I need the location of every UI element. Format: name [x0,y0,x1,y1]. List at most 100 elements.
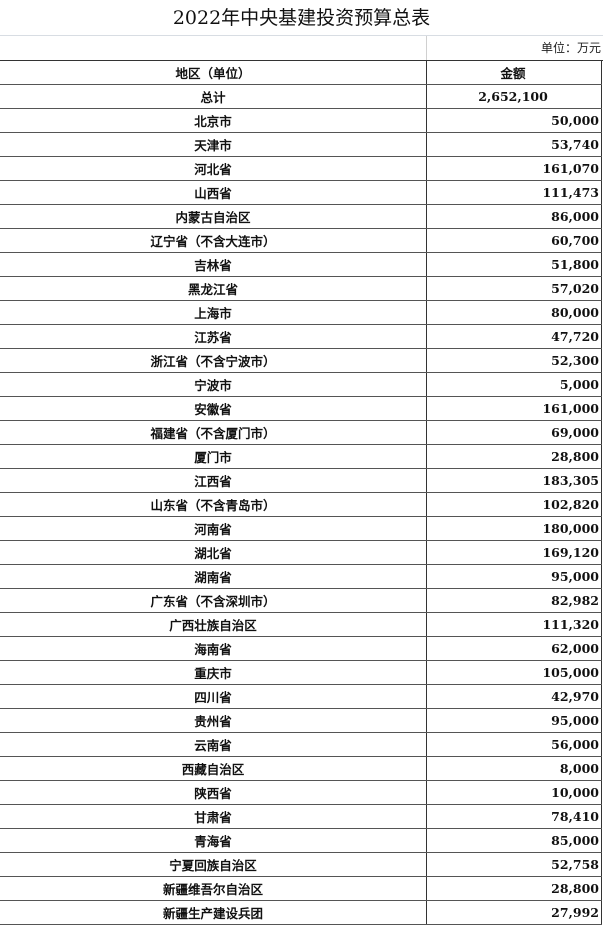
amount-cell: 60,700 [426,228,602,253]
region-cell: 山东省（不含青岛市） [0,492,427,517]
amount-cell: 111,473 [426,180,602,205]
table-row: 河南省 180,000 [0,516,602,541]
amount-cell: 183,305 [426,468,602,493]
unit-row-blank [0,36,427,60]
amount-cell: 111,320 [426,612,602,637]
amount-cell: 85,000 [426,828,602,853]
region-cell: 湖北省 [0,540,427,565]
region-cell: 甘肃省 [0,804,427,829]
table-row: 新疆维吾尔自治区 28,800 [0,876,602,901]
unit-label: 单位：万元 [540,41,601,55]
amount-cell: 56,000 [426,732,602,757]
amount-cell: 27,992 [426,900,602,925]
header-region: 地区（单位） [0,61,427,85]
budget-table: 地区（单位） 金额 总计 2,652,100 北京市 50,000 天津市 53,74… [0,61,602,925]
table-row: 宁夏回族自治区 52,758 [0,852,602,877]
total-label: 总计 [0,84,427,109]
amount-cell: 28,800 [426,444,602,469]
region-cell: 河南省 [0,516,427,541]
region-cell: 湖南省 [0,564,427,589]
amount-cell: 62,000 [426,636,602,661]
table-row: 重庆市 105,000 [0,660,602,685]
amount-cell: 80,000 [426,300,602,325]
table-row: 广东省（不含深圳市） 82,982 [0,588,602,613]
table-row: 海南省 62,000 [0,636,602,661]
amount-cell: 28,800 [426,876,602,901]
amount-cell: 10,000 [426,780,602,805]
region-cell: 广东省（不含深圳市） [0,588,427,613]
table-row: 吉林省 51,800 [0,252,602,277]
table-row: 新疆生产建设兵团 27,992 [0,900,602,925]
region-cell: 宁波市 [0,372,427,397]
amount-cell: 161,070 [426,156,602,181]
table-row: 天津市 53,740 [0,132,602,157]
amount-cell: 95,000 [426,708,602,733]
amount-cell: 78,410 [426,804,602,829]
amount-cell: 50,000 [426,108,602,133]
region-cell: 新疆生产建设兵团 [0,900,427,925]
table-row: 甘肃省 78,410 [0,804,602,829]
table-row: 宁波市 5,000 [0,372,602,397]
table-row: 上海市 80,000 [0,300,602,325]
region-cell: 西藏自治区 [0,756,427,781]
table-row: 四川省 42,970 [0,684,602,709]
region-cell: 宁夏回族自治区 [0,852,427,877]
region-cell: 安徽省 [0,396,427,421]
amount-cell: 86,000 [426,204,602,229]
total-value: 2,652,100 [426,84,602,109]
region-cell: 云南省 [0,732,427,757]
amount-cell: 82,982 [426,588,602,613]
region-cell: 重庆市 [0,660,427,685]
table-row: 江苏省 47,720 [0,324,602,349]
amount-cell: 102,820 [426,492,602,517]
region-cell: 天津市 [0,132,427,157]
total-row: 总计 2,652,100 [0,84,602,109]
table-header-row: 地区（单位） 金额 [0,61,602,85]
region-cell: 北京市 [0,108,427,133]
region-cell: 上海市 [0,300,427,325]
region-cell: 厦门市 [0,444,427,469]
table-row: 西藏自治区 8,000 [0,756,602,781]
table-row: 陕西省 10,000 [0,780,602,805]
amount-cell: 169,120 [426,540,602,565]
amount-cell: 5,000 [426,372,602,397]
amount-cell: 42,970 [426,684,602,709]
table-row: 厦门市 28,800 [0,444,602,469]
amount-cell: 51,800 [426,252,602,277]
region-cell: 河北省 [0,156,427,181]
amount-cell: 8,000 [426,756,602,781]
region-cell: 贵州省 [0,708,427,733]
region-cell: 福建省（不含厦门市） [0,420,427,445]
region-cell: 山西省 [0,180,427,205]
table-row: 云南省 56,000 [0,732,602,757]
region-cell: 辽宁省（不含大连市） [0,228,427,253]
page-title: 2022年中央基建投资预算总表 [0,0,603,36]
amount-cell: 52,758 [426,852,602,877]
table-row: 河北省 161,070 [0,156,602,181]
region-cell: 四川省 [0,684,427,709]
table-row: 湖北省 169,120 [0,540,602,565]
table-row: 江西省 183,305 [0,468,602,493]
table-row: 北京市 50,000 [0,108,602,133]
amount-cell: 180,000 [426,516,602,541]
amount-cell: 47,720 [426,324,602,349]
region-cell: 江苏省 [0,324,427,349]
amount-cell: 161,000 [426,396,602,421]
unit-row: 单位：万元 [0,36,603,61]
region-cell: 黑龙江省 [0,276,427,301]
amount-cell: 105,000 [426,660,602,685]
amount-cell: 95,000 [426,564,602,589]
table-row: 福建省（不含厦门市） 69,000 [0,420,602,445]
amount-cell: 69,000 [426,420,602,445]
region-cell: 内蒙古自治区 [0,204,427,229]
table-row: 湖南省 95,000 [0,564,602,589]
amount-cell: 52,300 [426,348,602,373]
table-row: 青海省 85,000 [0,828,602,853]
region-cell: 新疆维吾尔自治区 [0,876,427,901]
region-cell: 青海省 [0,828,427,853]
table-row: 广西壮族自治区 111,320 [0,612,602,637]
amount-cell: 53,740 [426,132,602,157]
header-amount: 金额 [426,61,602,85]
table-row: 内蒙古自治区 86,000 [0,204,602,229]
region-cell: 浙江省（不含宁波市） [0,348,427,373]
